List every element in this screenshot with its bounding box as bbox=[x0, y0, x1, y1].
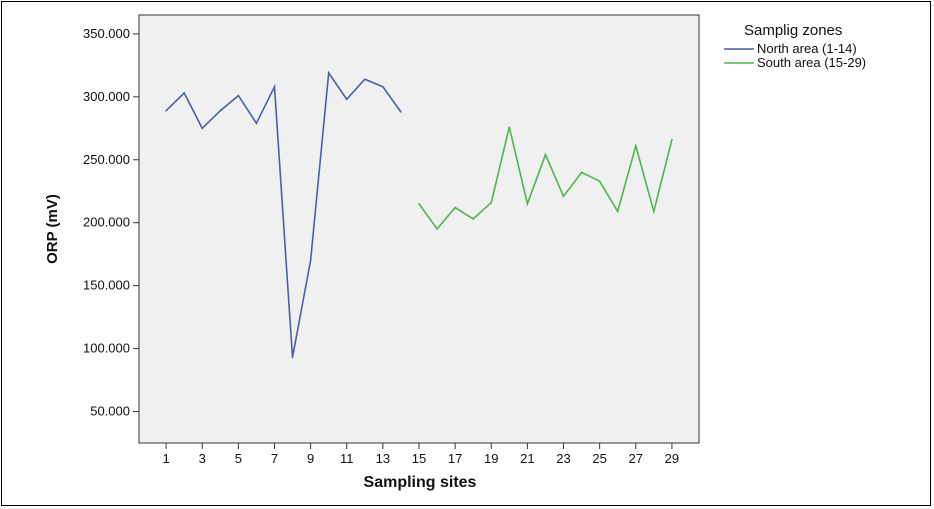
x-tick-label: 21 bbox=[520, 451, 534, 466]
data-point bbox=[436, 228, 438, 230]
y-tick-label: 300.000 bbox=[83, 89, 130, 104]
data-point bbox=[364, 78, 366, 80]
data-point bbox=[472, 218, 474, 220]
x-tick-label: 11 bbox=[340, 451, 354, 466]
x-tick-label: 15 bbox=[412, 451, 426, 466]
y-tick-label: 250.000 bbox=[83, 152, 130, 167]
data-point bbox=[255, 122, 258, 125]
data-point bbox=[598, 180, 601, 182]
data-point bbox=[544, 153, 547, 156]
data-point bbox=[273, 85, 276, 88]
y-tick-label: 150.000 bbox=[83, 278, 130, 293]
data-point bbox=[418, 203, 420, 205]
data-point bbox=[526, 203, 529, 205]
x-tick-label: 1 bbox=[162, 451, 169, 466]
data-point bbox=[671, 138, 673, 141]
legend-label-south: South area (15-29) bbox=[757, 55, 866, 70]
x-tick-label: 23 bbox=[556, 451, 570, 466]
data-point bbox=[400, 111, 402, 113]
data-point bbox=[508, 126, 511, 128]
x-tick-label: 7 bbox=[271, 451, 278, 466]
x-tick-label: 27 bbox=[629, 451, 643, 466]
plot-area bbox=[138, 14, 700, 444]
x-tick-label: 19 bbox=[484, 451, 498, 466]
data-point bbox=[580, 171, 583, 174]
data-point bbox=[490, 201, 493, 204]
x-tick-label: 9 bbox=[307, 451, 314, 466]
y-tick-label: 200.000 bbox=[83, 215, 130, 230]
data-point bbox=[237, 94, 240, 97]
data-point bbox=[219, 109, 222, 112]
legend-title: Samplig zones bbox=[744, 22, 842, 39]
series-line-north bbox=[165, 70, 402, 358]
x-axis: 1 3 5 7 9 11 13 15 17 19 21 23 25 27 29 bbox=[162, 443, 679, 466]
data-point bbox=[634, 145, 637, 147]
y-tick-label: 350.000 bbox=[83, 26, 130, 41]
data-point bbox=[562, 195, 565, 198]
legend-label-north: North area (1-14) bbox=[757, 41, 857, 56]
legend: Samplig zones North area (1-14) South ar… bbox=[724, 22, 866, 70]
y-axis: 50.000 100.000 150.000 200.000 250.000 300.00… bbox=[83, 26, 139, 419]
data-point bbox=[165, 109, 167, 112]
y-axis-title: ORP (mV) bbox=[44, 194, 61, 264]
data-point bbox=[201, 127, 204, 130]
x-tick-label: 5 bbox=[235, 451, 242, 466]
x-tick-label: 29 bbox=[665, 451, 679, 466]
x-tick-label: 13 bbox=[376, 451, 390, 466]
data-point bbox=[183, 92, 185, 94]
data-point bbox=[382, 85, 384, 88]
data-point bbox=[309, 259, 312, 262]
series-layer bbox=[165, 70, 673, 359]
x-axis-title: Sampling sites bbox=[364, 474, 477, 491]
x-tick-label: 17 bbox=[448, 451, 462, 466]
x-tick-label: 25 bbox=[592, 451, 606, 466]
y-tick-label: 100.000 bbox=[83, 341, 130, 356]
y-tick-label: 50.000 bbox=[90, 404, 130, 419]
data-point bbox=[345, 98, 348, 101]
data-point bbox=[653, 210, 655, 213]
x-tick-label: 3 bbox=[199, 451, 206, 466]
data-point bbox=[454, 206, 456, 209]
data-point bbox=[327, 72, 330, 74]
data-point bbox=[616, 210, 619, 213]
data-point bbox=[291, 356, 294, 359]
